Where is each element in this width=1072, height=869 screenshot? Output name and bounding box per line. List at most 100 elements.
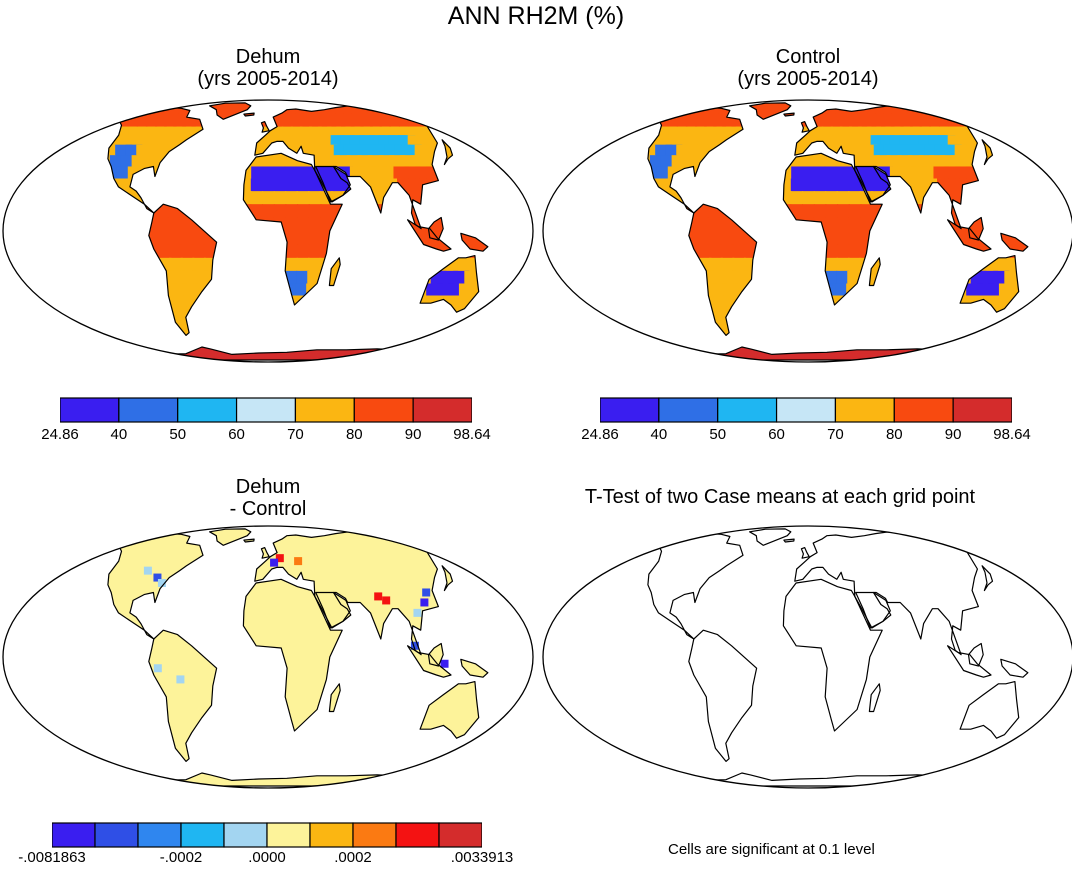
map-cell bbox=[91, 295, 95, 308]
map-border bbox=[542, 99, 1072, 363]
map-cell bbox=[914, 306, 931, 319]
map-cell bbox=[938, 135, 956, 146]
map-cell bbox=[767, 270, 781, 285]
map-cell bbox=[779, 283, 793, 297]
map-cell bbox=[343, 244, 357, 259]
map-cell bbox=[255, 342, 265, 350]
map-cell bbox=[116, 283, 133, 297]
colorbar-swatch bbox=[52, 822, 96, 848]
map-cell bbox=[150, 283, 166, 297]
map-cell bbox=[1004, 178, 1021, 192]
map-cell bbox=[767, 335, 779, 344]
map-cell bbox=[374, 335, 392, 344]
map-cell bbox=[384, 144, 401, 156]
map-cell bbox=[912, 326, 930, 337]
coastline-arabia bbox=[855, 591, 891, 629]
map-cell bbox=[231, 306, 244, 319]
map-cell bbox=[696, 204, 710, 219]
map-cell bbox=[687, 353, 706, 359]
map-cell bbox=[767, 178, 781, 192]
map-cell bbox=[105, 348, 127, 355]
map-cell bbox=[890, 359, 908, 360]
map-cell bbox=[213, 353, 226, 359]
map-cell bbox=[101, 113, 123, 121]
map-cell bbox=[371, 102, 392, 104]
map-cell bbox=[911, 102, 932, 104]
map-cell bbox=[934, 144, 952, 156]
coastline-uk bbox=[260, 547, 270, 559]
map-cell bbox=[364, 104, 382, 110]
map-cell bbox=[802, 204, 815, 219]
map-cell bbox=[669, 108, 689, 114]
map-cell bbox=[696, 244, 710, 259]
map-cell bbox=[105, 283, 122, 297]
map-cell bbox=[591, 327, 613, 336]
map-cell bbox=[147, 326, 165, 337]
panel-title-line2: (yrs 2005-2014) bbox=[737, 68, 879, 90]
map-cell bbox=[897, 295, 913, 308]
map-cell bbox=[404, 353, 426, 359]
map-cell bbox=[678, 102, 699, 106]
map-cell bbox=[745, 326, 759, 337]
map-cell bbox=[262, 317, 274, 328]
map-cell bbox=[262, 231, 275, 246]
map-cell bbox=[205, 326, 219, 337]
map-cell bbox=[708, 244, 722, 259]
map-cell bbox=[124, 270, 140, 285]
map-cell bbox=[55, 155, 74, 167]
coastline-newguinea bbox=[1000, 232, 1029, 252]
map-cell bbox=[378, 135, 396, 146]
map-cell bbox=[785, 119, 796, 128]
land-fill bbox=[420, 681, 479, 739]
map-cell bbox=[706, 126, 723, 136]
map-cell bbox=[163, 102, 182, 104]
map-cell bbox=[202, 317, 216, 328]
map-cell bbox=[414, 217, 428, 232]
map-cell bbox=[1003, 295, 1022, 308]
map-cell bbox=[631, 317, 650, 328]
map-cell bbox=[944, 104, 966, 110]
map-cell bbox=[906, 335, 923, 344]
map-cell bbox=[747, 155, 762, 168]
map-cell bbox=[555, 218, 568, 232]
map-cell bbox=[658, 357, 681, 360]
map-cell bbox=[454, 126, 476, 136]
map-cell bbox=[739, 306, 754, 319]
map-cell bbox=[279, 113, 291, 121]
map-cell bbox=[379, 217, 393, 232]
coastline-greenland bbox=[749, 528, 792, 546]
map-cell bbox=[966, 317, 986, 328]
map-cell bbox=[354, 102, 372, 106]
map-cell bbox=[823, 306, 836, 319]
map-cell bbox=[603, 335, 625, 343]
colorbar-tick-label: .0000 bbox=[248, 849, 286, 866]
map-cell bbox=[637, 348, 660, 355]
map-cell bbox=[1015, 317, 1037, 328]
map-cell bbox=[943, 348, 964, 355]
map-cell bbox=[1020, 283, 1039, 297]
map-cell bbox=[384, 353, 404, 359]
map-cell bbox=[680, 104, 700, 110]
map-cell bbox=[151, 102, 171, 104]
map-cell bbox=[888, 102, 906, 106]
map-cell bbox=[99, 126, 119, 136]
map-cell bbox=[631, 126, 650, 136]
map-cell bbox=[494, 204, 500, 219]
map-cell bbox=[39, 244, 54, 258]
map-cell bbox=[353, 191, 368, 205]
map-cell bbox=[718, 342, 734, 350]
map-cell bbox=[731, 204, 745, 219]
map-cell bbox=[543, 218, 556, 232]
map-cell bbox=[91, 270, 95, 285]
map-cell bbox=[383, 335, 401, 344]
map-cell bbox=[758, 357, 770, 360]
map-cell bbox=[880, 335, 896, 344]
map-cell bbox=[244, 357, 254, 360]
map-cell bbox=[935, 108, 956, 114]
map-cell bbox=[974, 191, 990, 205]
map-cell bbox=[315, 108, 329, 114]
map-cell bbox=[924, 102, 946, 106]
map-cell bbox=[178, 306, 193, 319]
map-cell bbox=[990, 217, 1004, 232]
map-cell bbox=[707, 231, 721, 246]
